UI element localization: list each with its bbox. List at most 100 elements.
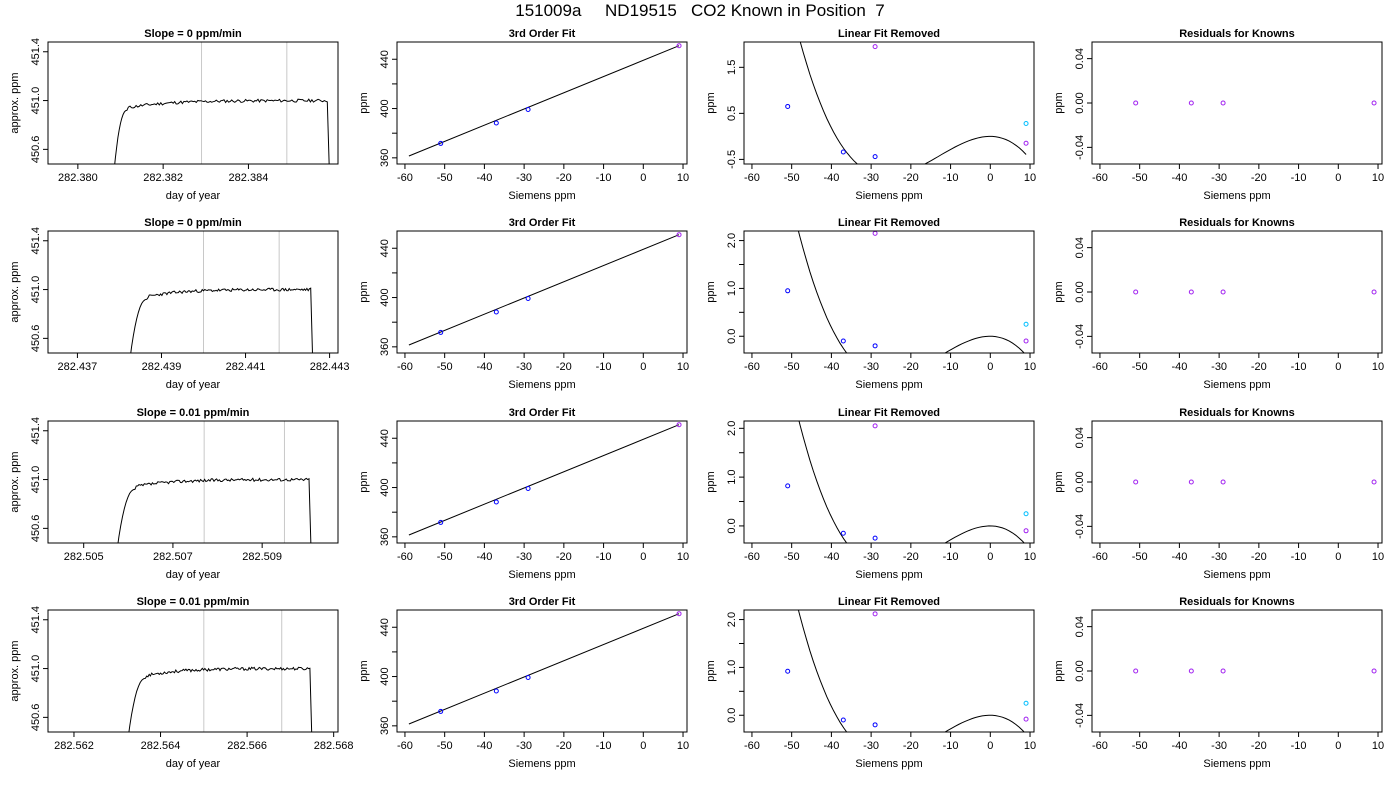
- plot-data: [130, 231, 313, 353]
- x-tick-label: -60: [1092, 740, 1108, 752]
- y-tick-label: -0.5: [726, 150, 738, 169]
- x-tick-label: 0: [987, 740, 993, 752]
- x-tick-label: -10: [1291, 172, 1307, 184]
- x-axis-label: Siemens ppm: [855, 379, 922, 391]
- plot-frame: [743, 230, 1035, 354]
- x-tick-label: -20: [1251, 740, 1267, 752]
- panel-title: Residuals for Knowns: [1179, 217, 1295, 229]
- x-tick-label: -60: [1092, 172, 1108, 184]
- x-tick-label: 282.562: [54, 740, 94, 752]
- data-point: [676, 43, 682, 49]
- x-tick-label: -30: [1211, 740, 1227, 752]
- data-point: [438, 140, 444, 146]
- plot-data: [785, 231, 1029, 353]
- y-tick-label: 0.00: [1074, 660, 1086, 681]
- y-axis-label: approx. ppm: [9, 261, 21, 322]
- cubic-curve: [797, 610, 1025, 732]
- x-tick-label: 10: [1372, 172, 1384, 184]
- x-tick-label: -10: [596, 361, 612, 373]
- data-point: [1371, 100, 1377, 106]
- x-tick-label: 10: [1372, 361, 1384, 373]
- x-tick-label: 10: [677, 361, 689, 373]
- x-tick-label: -60: [744, 172, 760, 184]
- x-tick-label: -50: [784, 551, 800, 563]
- cubic-curve: [798, 421, 1025, 543]
- panel-title: 3rd Order Fit: [509, 217, 576, 229]
- x-tick-label: -10: [943, 172, 959, 184]
- x-tick-label: -30: [1211, 361, 1227, 373]
- x-tick-label: -20: [556, 172, 572, 184]
- data-point: [1023, 120, 1029, 126]
- y-tick-label: 360: [379, 338, 391, 356]
- y-axis-label: ppm: [358, 281, 370, 302]
- plot-data: [128, 610, 313, 732]
- plot-data: [408, 611, 682, 725]
- data-point: [785, 668, 791, 674]
- x-tick-label: 0: [1335, 361, 1341, 373]
- panel-title: 3rd Order Fit: [509, 407, 576, 419]
- data-point: [525, 296, 531, 302]
- x-tick-label: 282.564: [141, 740, 181, 752]
- data-point: [1220, 479, 1226, 485]
- x-axis-label: Siemens ppm: [508, 569, 575, 581]
- data-point: [1023, 511, 1029, 517]
- data-point: [525, 486, 531, 492]
- x-tick-label: -40: [476, 740, 492, 752]
- panel-title: Linear Fit Removed: [838, 596, 940, 608]
- plot-frame: [47, 420, 339, 544]
- x-tick-label: 10: [1024, 740, 1036, 752]
- y-axis-label: approx. ppm: [9, 451, 21, 512]
- data-point: [1023, 528, 1029, 534]
- fit-line: [408, 424, 680, 536]
- plot-frame: [743, 41, 1035, 165]
- data-point: [1220, 668, 1226, 674]
- y-tick-label: 0.00: [1074, 471, 1086, 492]
- x-tick-label: 282.380: [58, 172, 98, 184]
- data-point: [872, 423, 878, 429]
- y-axis-label: ppm: [705, 660, 717, 681]
- data-point: [1371, 289, 1377, 295]
- y-tick-label: 0.0: [726, 329, 738, 344]
- x-axis-label: day of year: [166, 190, 221, 202]
- x-tick-label: 10: [1024, 551, 1036, 563]
- x-tick-label: -60: [1092, 551, 1108, 563]
- x-tick-label: -60: [1092, 361, 1108, 373]
- plot-data: [785, 610, 1029, 732]
- panel-r4-c1: Slope = 0.01 ppm/min 282.562 282.564 282.56…: [9, 596, 354, 770]
- panel-title: Linear Fit Removed: [838, 217, 940, 229]
- data-point: [1371, 668, 1377, 674]
- x-tick-label: -60: [744, 361, 760, 373]
- x-tick-label: -10: [943, 740, 959, 752]
- x-tick-label: -30: [1211, 551, 1227, 563]
- y-axis-label: ppm: [705, 471, 717, 492]
- x-tick-label: -20: [903, 740, 919, 752]
- x-tick-label: 282.441: [226, 361, 266, 373]
- y-tick-label: 0.04: [1074, 427, 1086, 448]
- x-tick-label: 0: [987, 361, 993, 373]
- x-tick-label: -10: [943, 361, 959, 373]
- x-tick-label: -50: [437, 172, 453, 184]
- plot-data: [785, 42, 1029, 164]
- x-tick-label: 10: [677, 172, 689, 184]
- x-tick-label: -50: [437, 740, 453, 752]
- x-tick-label: 10: [1372, 740, 1384, 752]
- y-tick-label: -0.04: [1074, 135, 1086, 160]
- y-tick-label: 2.0: [726, 421, 738, 436]
- panel-r2-c1: Slope = 0 ppm/min 282.437 282.439 282.441 28…: [9, 217, 349, 391]
- x-tick-label: -50: [784, 361, 800, 373]
- plot-frame: [1091, 41, 1383, 165]
- data-point: [525, 675, 531, 681]
- y-axis-label: approx. ppm: [9, 72, 21, 133]
- data-point: [872, 154, 878, 160]
- x-tick-label: -30: [863, 740, 879, 752]
- y-tick-label: 0.00: [1074, 92, 1086, 113]
- data-point: [1188, 100, 1194, 106]
- y-axis-label: ppm: [1053, 471, 1065, 492]
- y-tick-label: 0.0: [726, 518, 738, 533]
- y-axis-label: ppm: [358, 660, 370, 681]
- y-tick-label: 0.04: [1074, 48, 1086, 69]
- plot-frame: [396, 230, 688, 354]
- panel-r4-c2: 3rd Order Fit -60 -50 -40 -30 -20 -10 0 10 360 400…: [358, 596, 689, 770]
- data-point: [785, 483, 791, 489]
- fit-line: [408, 613, 680, 725]
